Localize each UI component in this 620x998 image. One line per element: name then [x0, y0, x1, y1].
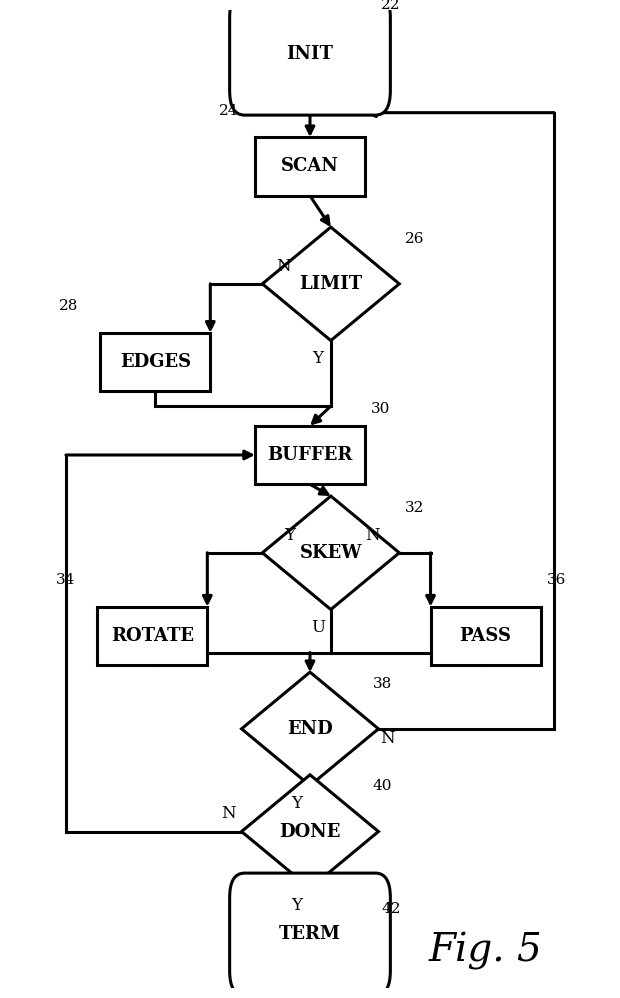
Text: 40: 40 — [373, 779, 392, 793]
Text: 30: 30 — [371, 402, 391, 416]
Polygon shape — [242, 774, 378, 888]
Text: U: U — [311, 619, 325, 636]
Text: N: N — [380, 731, 395, 748]
FancyBboxPatch shape — [229, 873, 391, 995]
Text: DONE: DONE — [280, 822, 340, 840]
Text: 36: 36 — [547, 573, 566, 587]
Text: 22: 22 — [381, 0, 401, 12]
Text: EDGES: EDGES — [120, 353, 191, 371]
FancyBboxPatch shape — [430, 607, 541, 666]
Text: N: N — [365, 527, 380, 544]
Text: N: N — [276, 257, 291, 274]
Text: Y: Y — [291, 794, 303, 811]
Text: TERM: TERM — [279, 925, 341, 943]
Text: 34: 34 — [56, 573, 75, 587]
Text: 24: 24 — [219, 104, 239, 118]
Text: Y: Y — [284, 527, 294, 544]
Text: END: END — [287, 720, 333, 738]
Polygon shape — [262, 496, 399, 610]
Text: ROTATE: ROTATE — [111, 627, 194, 645]
FancyBboxPatch shape — [255, 137, 365, 196]
FancyBboxPatch shape — [255, 426, 365, 484]
Text: 38: 38 — [373, 677, 392, 691]
Polygon shape — [242, 672, 378, 785]
Text: 32: 32 — [405, 501, 425, 515]
Text: Y: Y — [312, 349, 323, 366]
Text: 28: 28 — [58, 299, 78, 313]
FancyBboxPatch shape — [229, 0, 391, 115]
Text: Fig. 5: Fig. 5 — [429, 932, 542, 970]
Text: SKEW: SKEW — [299, 544, 362, 562]
Text: Y: Y — [291, 897, 303, 914]
Text: N: N — [221, 805, 236, 822]
FancyBboxPatch shape — [100, 332, 210, 391]
FancyBboxPatch shape — [97, 607, 207, 666]
Text: INIT: INIT — [286, 45, 334, 63]
Text: 42: 42 — [381, 902, 401, 916]
Text: SCAN: SCAN — [281, 158, 339, 176]
Text: PASS: PASS — [459, 627, 512, 645]
Text: 26: 26 — [405, 232, 425, 246]
Text: LIMIT: LIMIT — [299, 274, 363, 292]
Text: BUFFER: BUFFER — [267, 446, 353, 464]
Polygon shape — [262, 228, 399, 340]
